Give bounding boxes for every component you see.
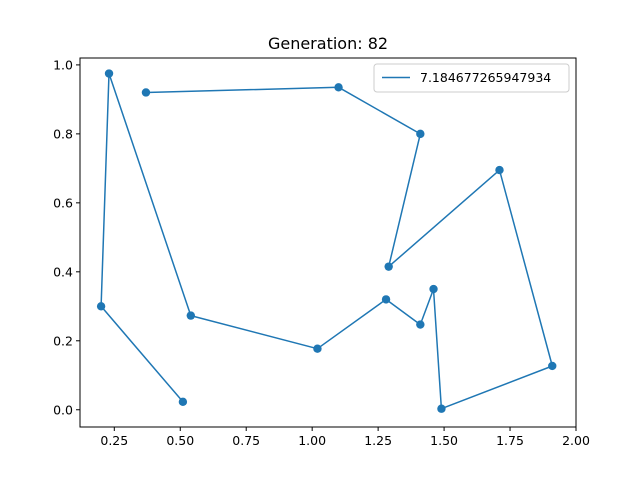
x-axis: 0.25 0.50 0.75 1.00 1.25 1.50 1.75 2.00	[100, 427, 590, 448]
x-tick-label: 1.25	[364, 433, 392, 448]
legend-label: 7.184677265947934	[420, 70, 551, 85]
axes-frame	[79, 57, 577, 428]
x-tick-label: 0.25	[100, 433, 128, 448]
data-point	[416, 320, 425, 329]
y-tick-label: 0.8	[53, 126, 73, 141]
y-tick-label: 0.2	[53, 333, 73, 348]
x-tick-label: 1.50	[430, 433, 458, 448]
y-tick-label: 0.0	[53, 402, 73, 417]
data-point	[437, 404, 446, 413]
data-point	[495, 165, 504, 175]
data-point	[178, 397, 188, 407]
x-tick-label: 1.00	[298, 433, 326, 448]
data-point	[334, 83, 343, 92]
data-point	[96, 302, 106, 311]
data-point	[548, 361, 557, 371]
y-tick-label: 1.0	[53, 57, 73, 72]
chart-title: Generation: 82	[268, 34, 388, 53]
data-point	[381, 295, 391, 304]
data-point	[104, 69, 114, 78]
y-axis: 0.0 0.2 0.4 0.6 0.8 1.0	[53, 57, 80, 417]
data-point	[416, 129, 425, 139]
y-tick-label: 0.6	[53, 195, 73, 210]
x-tick-label: 1.75	[496, 433, 524, 448]
data-point	[141, 88, 151, 97]
data-point	[313, 344, 322, 353]
x-tick-label: 0.50	[166, 433, 194, 448]
legend-box	[373, 63, 570, 93]
legend: 7.184677265947934	[373, 63, 570, 93]
data-point	[384, 262, 393, 271]
x-tick-label: 2.00	[562, 433, 590, 448]
x-tick-label: 0.75	[232, 433, 260, 448]
plot-series	[96, 69, 557, 413]
data-point	[429, 284, 438, 294]
data-point	[186, 311, 196, 320]
y-tick-label: 0.4	[53, 264, 73, 279]
